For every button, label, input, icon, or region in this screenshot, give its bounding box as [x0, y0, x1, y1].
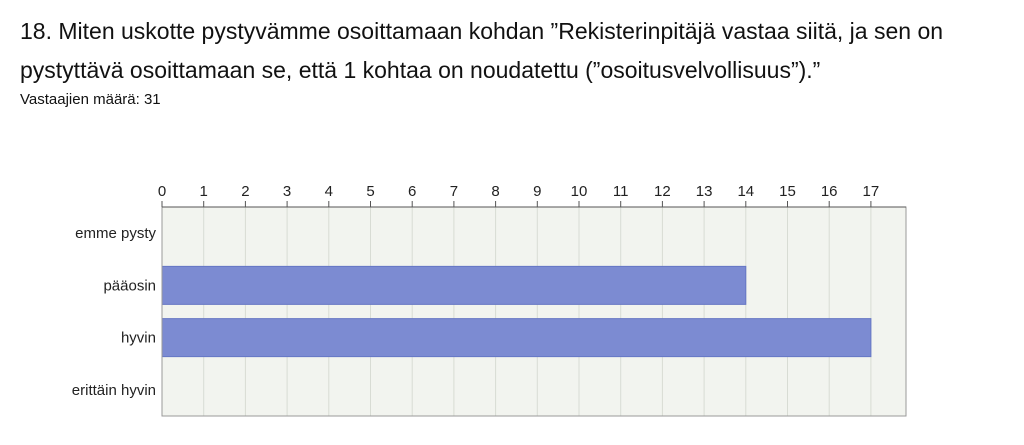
x-tick-label: 0: [158, 183, 166, 200]
category-label: emme pysty: [75, 225, 156, 242]
x-tick-label: 2: [241, 183, 249, 200]
x-tick-label: 1: [200, 183, 208, 200]
x-tick-label: 13: [696, 183, 713, 200]
x-tick-label: 10: [571, 183, 588, 200]
x-tick-label: 11: [613, 183, 629, 200]
x-tick-label: 5: [366, 183, 374, 200]
category-label: hyvin: [121, 330, 156, 347]
x-tick-label: 16: [821, 183, 838, 200]
x-tick-label: 9: [533, 183, 541, 200]
x-tick-label: 12: [654, 183, 671, 200]
x-tick-label: 7: [450, 183, 458, 200]
question-title: 18. Miten uskotte pystyvämme osoittamaan…: [20, 18, 944, 83]
x-tick-label: 6: [408, 183, 416, 200]
respondent-count: Vastaajien määrä: 31: [20, 91, 161, 108]
x-tick-label: 4: [325, 183, 333, 200]
x-tick-label: 14: [737, 183, 754, 200]
x-tick-label: 15: [779, 183, 796, 200]
category-label: erittäin hyvin: [72, 382, 156, 399]
bar-pääosin: [161, 265, 747, 305]
bar-hyvin: [161, 318, 872, 358]
plot-area: [162, 207, 906, 416]
category-label: pääosin: [103, 277, 156, 294]
x-tick-label: 3: [283, 183, 291, 200]
x-tick-label: 17: [863, 183, 880, 200]
x-tick-label: 8: [491, 183, 499, 200]
